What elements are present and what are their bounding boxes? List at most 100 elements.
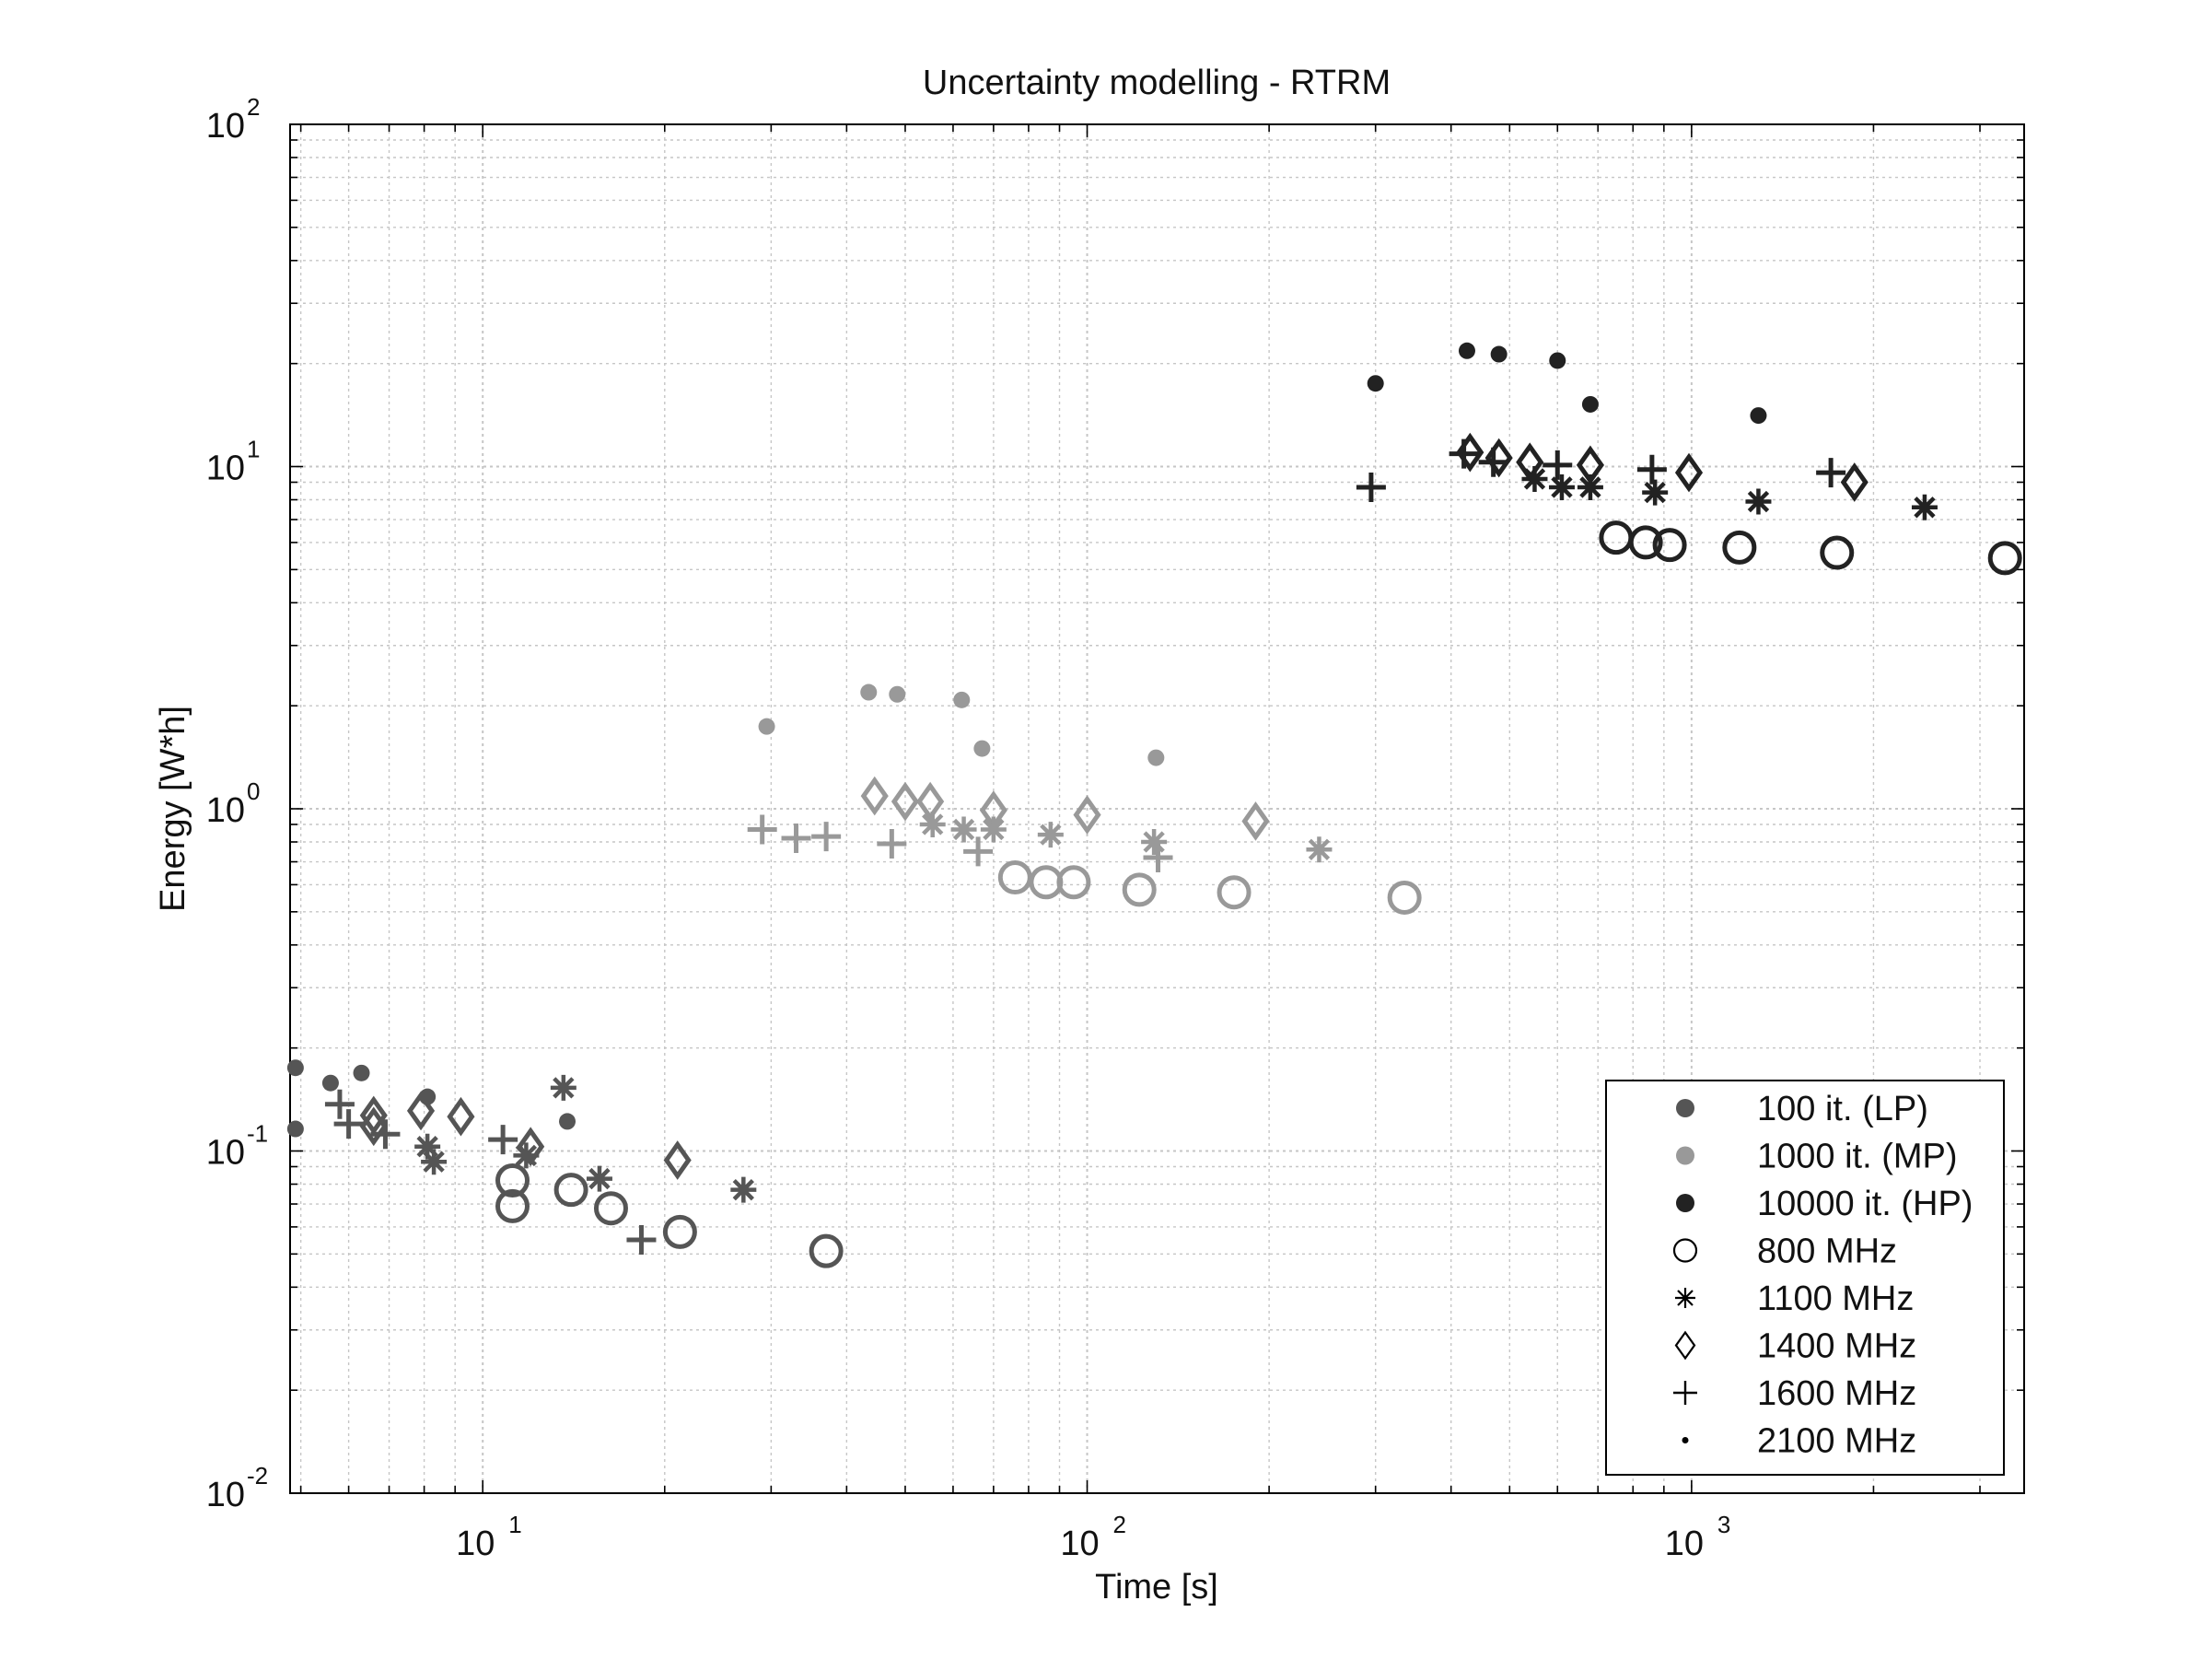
data-point-asterisk bbox=[1548, 473, 1575, 500]
data-point-plus bbox=[811, 822, 842, 852]
data-point-diamond bbox=[916, 781, 945, 822]
data-point-plus bbox=[963, 836, 994, 867]
data-point-asterisk bbox=[1911, 494, 1938, 520]
data-point-plus bbox=[626, 1224, 657, 1255]
data-point-dot bbox=[1549, 352, 1566, 369]
data-point-diamond bbox=[359, 1095, 388, 1136]
data-point-dot bbox=[758, 718, 775, 735]
data-point-plus bbox=[1543, 450, 1573, 480]
data-marks bbox=[286, 342, 2022, 1268]
data-point-circle bbox=[1217, 875, 1252, 910]
data-point-diamond bbox=[1456, 432, 1484, 473]
data-point-diamond bbox=[406, 1091, 436, 1131]
legend-marker bbox=[1675, 1288, 1695, 1308]
data-point-circle bbox=[1722, 530, 1757, 565]
data-point-plus bbox=[1636, 454, 1667, 485]
data-point-plus bbox=[333, 1109, 364, 1139]
legend-label: 1100 MHz bbox=[1757, 1279, 1914, 1318]
y-tick-exponent: 0 bbox=[247, 777, 260, 805]
legend-marker bbox=[1682, 1437, 1689, 1443]
legend-label: 800 MHz bbox=[1757, 1233, 1897, 1271]
legend-item: 800 MHz bbox=[1672, 1233, 1897, 1271]
data-point-asterisk bbox=[980, 816, 1007, 843]
data-point-circle bbox=[1820, 535, 1855, 570]
data-point-plus bbox=[1816, 458, 1846, 488]
y-tick-exponent: 2 bbox=[247, 93, 260, 121]
data-point-plus bbox=[488, 1125, 518, 1155]
data-point-dot bbox=[1458, 342, 1475, 359]
data-point-plus bbox=[781, 824, 811, 854]
data-point-circle bbox=[1122, 872, 1157, 907]
x-tick-exponent: 2 bbox=[1113, 1511, 1126, 1538]
x-axis-label: Time [s] bbox=[1095, 1568, 1218, 1606]
data-point-dot bbox=[1147, 749, 1165, 766]
data-point-circle bbox=[495, 1188, 530, 1223]
data-point-plus bbox=[747, 814, 777, 845]
y-tick-label: 10 bbox=[206, 107, 245, 146]
legend-box bbox=[1605, 1080, 2005, 1476]
data-point-asterisk bbox=[1141, 829, 1168, 856]
data-point-diamond bbox=[1073, 795, 1101, 835]
legend-item: 1400 MHz bbox=[1674, 1327, 1916, 1366]
data-point-diamond bbox=[1241, 801, 1270, 841]
legend: 100 it. (LP) 1000 it. (MP) 10000 it. (HP) 8… bbox=[1605, 1080, 2005, 1476]
tick-layer: 10 1 10 2 10 310 -210 -110 010 110 2 bbox=[206, 93, 2024, 1563]
data-point-dot bbox=[559, 1113, 576, 1130]
data-point-dot bbox=[1750, 407, 1767, 425]
legend-label: 100 it. (LP) bbox=[1757, 1090, 1928, 1128]
data-point-asterisk bbox=[414, 1133, 441, 1160]
data-point-circle bbox=[1628, 525, 1663, 560]
chart-title: Uncertainty modelling - RTRM bbox=[923, 64, 1391, 102]
data-point-dot bbox=[860, 683, 878, 701]
y-tick-label: 10 bbox=[206, 1134, 245, 1173]
data-point-asterisk bbox=[1306, 836, 1333, 863]
data-point-dot bbox=[1490, 345, 1508, 363]
data-point-asterisk bbox=[1577, 473, 1603, 500]
legend-item: 1000 it. (MP) bbox=[1676, 1138, 1958, 1176]
legend-item: 2100 MHz bbox=[1682, 1422, 1916, 1461]
data-point-dot bbox=[321, 1074, 339, 1092]
data-point-circle bbox=[662, 1214, 697, 1249]
data-point-diamond bbox=[359, 1106, 388, 1147]
data-point-circle bbox=[1987, 541, 2022, 576]
x-tick-exponent: 3 bbox=[1717, 1511, 1730, 1538]
legend-label: 2100 MHz bbox=[1757, 1422, 1916, 1461]
legend-label: 10000 it. (HP) bbox=[1757, 1185, 1973, 1223]
legend-marker bbox=[1676, 1146, 1694, 1165]
x-tick-exponent: 1 bbox=[508, 1511, 521, 1538]
y-tick-exponent: -1 bbox=[247, 1120, 268, 1148]
data-point-asterisk bbox=[730, 1176, 757, 1203]
data-point-asterisk bbox=[919, 811, 946, 837]
data-point-asterisk bbox=[421, 1149, 448, 1175]
data-point-diamond bbox=[891, 781, 920, 822]
data-point-asterisk bbox=[550, 1074, 576, 1101]
data-point-diamond bbox=[1840, 462, 1869, 502]
legend-label: 1400 MHz bbox=[1757, 1327, 1916, 1366]
legend-marker bbox=[1672, 1238, 1698, 1263]
data-point-circle bbox=[809, 1233, 844, 1268]
x-tick-label: 10 bbox=[1060, 1525, 1099, 1563]
data-point-plus bbox=[877, 829, 907, 859]
legend-item: 1600 MHz bbox=[1673, 1374, 1916, 1413]
data-point-circle bbox=[495, 1163, 530, 1198]
data-point-dot bbox=[286, 1120, 304, 1138]
data-point-circle bbox=[553, 1173, 588, 1208]
legend-label: 1600 MHz bbox=[1757, 1374, 1916, 1413]
data-point-diamond bbox=[447, 1096, 475, 1137]
data-point-diamond bbox=[663, 1140, 692, 1180]
data-point-circle bbox=[1056, 865, 1091, 900]
data-point-diamond bbox=[1674, 452, 1704, 493]
y-tick-label: 10 bbox=[206, 450, 245, 488]
data-point-circle bbox=[593, 1191, 628, 1226]
legend-marker bbox=[1676, 1194, 1694, 1212]
data-point-asterisk bbox=[513, 1142, 540, 1169]
data-point-dot bbox=[1367, 375, 1384, 392]
legend-item: 100 it. (LP) bbox=[1676, 1090, 1928, 1128]
legend-marker bbox=[1674, 1330, 1696, 1361]
data-point-circle bbox=[1387, 880, 1422, 915]
legend-label: 1000 it. (MP) bbox=[1757, 1138, 1958, 1176]
data-point-asterisk bbox=[1521, 465, 1548, 492]
y-tick-label: 10 bbox=[206, 791, 245, 830]
y-tick-exponent: -2 bbox=[247, 1462, 268, 1490]
